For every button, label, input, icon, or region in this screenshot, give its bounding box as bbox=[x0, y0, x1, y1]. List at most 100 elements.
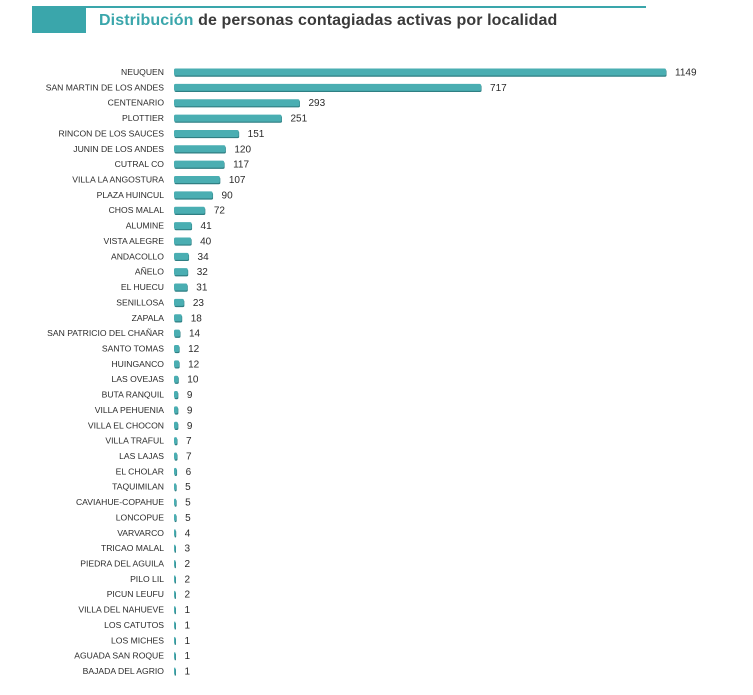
value-label: 1 bbox=[185, 605, 191, 616]
category-label: PICUN LEUFU bbox=[107, 589, 164, 599]
category-label: VILLA TRAFUL bbox=[105, 436, 164, 446]
bar bbox=[174, 344, 180, 352]
value-label: 7 bbox=[186, 452, 192, 463]
value-label: 18 bbox=[191, 313, 203, 324]
category-label: HUINGANCO bbox=[111, 359, 164, 369]
category-label: BAJADA DEL AGRIO bbox=[83, 666, 165, 676]
value-label: 251 bbox=[290, 114, 307, 125]
value-label: 41 bbox=[201, 221, 213, 232]
category-label: LAS LAJAS bbox=[119, 451, 164, 461]
value-label: 2 bbox=[185, 559, 191, 570]
value-label: 12 bbox=[188, 359, 200, 370]
chart-title-highlight: Distribución bbox=[99, 12, 194, 29]
value-label: 23 bbox=[193, 298, 205, 309]
category-label: CAVIAHUE-COPAHUE bbox=[76, 497, 164, 507]
bar bbox=[174, 114, 282, 122]
category-label: SENILLOSA bbox=[116, 297, 164, 307]
category-label: VILLA DEL NAHUEVE bbox=[78, 605, 164, 615]
category-label: PILO LIL bbox=[130, 574, 164, 584]
category-label: CUTRAL CO bbox=[115, 159, 165, 169]
value-label: 4 bbox=[185, 528, 191, 539]
value-label: 5 bbox=[185, 482, 191, 493]
bar bbox=[174, 437, 177, 445]
bar bbox=[174, 467, 177, 475]
bar bbox=[174, 529, 176, 537]
value-label: 9 bbox=[187, 405, 193, 416]
category-label: CHOS MALAL bbox=[109, 205, 165, 215]
bar bbox=[174, 590, 176, 598]
value-label: 5 bbox=[185, 498, 191, 509]
category-label: LAS OVEJAS bbox=[111, 374, 164, 384]
category-label: AGUADA SAN ROQUE bbox=[74, 651, 164, 661]
value-label: 120 bbox=[234, 144, 251, 155]
chart-title: Distribución de personas contagiadas act… bbox=[99, 12, 557, 30]
bar bbox=[174, 268, 188, 276]
bar bbox=[174, 544, 176, 552]
value-label: 151 bbox=[248, 129, 265, 140]
value-label: 9 bbox=[187, 421, 193, 432]
category-label: PLAZA HUINCUL bbox=[97, 190, 165, 200]
value-label: 14 bbox=[189, 329, 201, 340]
bar bbox=[174, 606, 176, 614]
value-label: 7 bbox=[186, 436, 192, 447]
category-label: PIEDRA DEL AGUILA bbox=[80, 559, 164, 569]
category-label: TRICAO MALAL bbox=[101, 543, 164, 553]
category-label: VILLA EL CHOCON bbox=[88, 420, 164, 430]
category-label: VARVARCO bbox=[117, 528, 164, 538]
value-label: 717 bbox=[490, 83, 507, 94]
category-label: VILLA PEHUENIA bbox=[95, 405, 165, 415]
category-label: AÑELO bbox=[135, 267, 164, 277]
category-label: JUNIN DE LOS ANDES bbox=[73, 144, 164, 154]
value-label: 2 bbox=[185, 574, 191, 585]
bar bbox=[174, 513, 177, 521]
value-label: 32 bbox=[197, 267, 209, 278]
header-accent-block bbox=[32, 6, 86, 33]
bar bbox=[174, 575, 176, 583]
bar bbox=[174, 652, 176, 660]
category-label: ANDACOLLO bbox=[111, 251, 164, 261]
value-label: 1149 bbox=[675, 68, 697, 79]
value-label: 1 bbox=[185, 667, 191, 678]
category-label: VISTA ALEGRE bbox=[104, 236, 165, 246]
value-label: 2 bbox=[185, 590, 191, 601]
category-label: VILLA LA ANGOSTURA bbox=[72, 175, 164, 185]
category-label: EL CHOLAR bbox=[116, 466, 164, 476]
bar bbox=[174, 636, 176, 644]
category-label: LOS MICHES bbox=[111, 635, 164, 645]
value-label: 107 bbox=[229, 175, 246, 186]
category-label: ALUMINE bbox=[126, 221, 164, 231]
value-label: 31 bbox=[196, 283, 208, 294]
value-label: 9 bbox=[187, 390, 193, 401]
value-label: 1 bbox=[185, 636, 191, 647]
bar bbox=[174, 483, 177, 491]
value-label: 1 bbox=[185, 620, 191, 631]
bar bbox=[174, 160, 225, 168]
category-label: LOS CATUTOS bbox=[104, 620, 164, 630]
bar bbox=[174, 252, 189, 260]
value-label: 34 bbox=[198, 252, 210, 263]
header-accent-line bbox=[86, 6, 646, 8]
bar bbox=[174, 145, 226, 153]
category-label: SAN PATRICIO DEL CHAÑAR bbox=[47, 328, 164, 338]
bar bbox=[174, 360, 180, 368]
value-label: 293 bbox=[308, 98, 325, 109]
bar bbox=[174, 222, 192, 230]
bar bbox=[174, 206, 205, 214]
bar bbox=[174, 391, 178, 399]
bar bbox=[174, 68, 666, 76]
value-label: 90 bbox=[222, 190, 234, 201]
bar bbox=[174, 452, 177, 460]
bar bbox=[174, 498, 177, 506]
bar bbox=[174, 129, 239, 137]
category-label: LONCOPUE bbox=[116, 512, 164, 522]
bar bbox=[174, 99, 300, 107]
category-label: PLOTTIER bbox=[122, 113, 164, 123]
value-label: 5 bbox=[185, 513, 191, 524]
value-label: 10 bbox=[187, 375, 199, 386]
value-label: 40 bbox=[200, 236, 212, 247]
bar bbox=[174, 283, 188, 291]
bar bbox=[174, 329, 180, 337]
bar bbox=[174, 421, 178, 429]
category-label: ZAPALA bbox=[132, 313, 165, 323]
